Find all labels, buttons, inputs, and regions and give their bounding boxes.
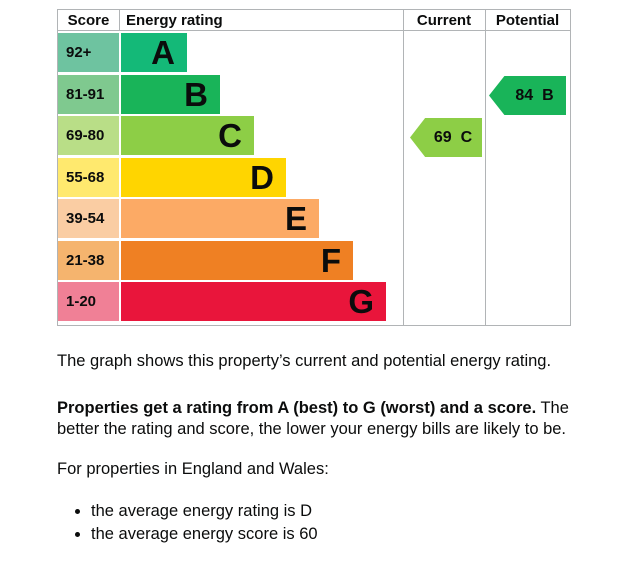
current-band: C — [460, 128, 473, 146]
band-letter-c: C — [218, 117, 242, 154]
potential-column-divider — [485, 10, 486, 325]
band-row-a: 92+ A — [58, 32, 403, 74]
intro-paragraph: The graph shows this property’s current … — [57, 352, 552, 370]
band-score-cell-b: 81-91 — [58, 74, 119, 114]
current-rating-arrow: 69 C — [410, 118, 482, 157]
rating-explanation-bold: Properties get a rating from A (best) to… — [57, 399, 537, 417]
band-bar-e: E — [121, 199, 319, 238]
band-score-cell-c: 69-80 — [58, 116, 119, 155]
chart-header-row: Score Energy rating Current Potential — [58, 10, 570, 31]
header-score: Score — [67, 12, 110, 29]
average-stats-list: the average energy rating is D the avera… — [57, 501, 573, 545]
band-letter-g: G — [348, 283, 374, 320]
region-heading: For properties in England and Wales: — [57, 460, 329, 478]
band-score-cell-f: 21-38 — [58, 240, 119, 280]
band-letter-d: D — [250, 158, 274, 196]
band-bar-g: G — [121, 282, 386, 321]
band-score-cell-d: 55-68 — [58, 157, 119, 197]
potential-band: B — [542, 86, 554, 104]
region-section: For properties in England and Wales: the… — [57, 459, 573, 546]
current-column-divider — [403, 10, 404, 325]
band-rows: 92+ A 81-91 B 69-80 C 55-68 — [58, 32, 403, 323]
band-row-e: 39-54 E — [58, 198, 403, 240]
band-letter-b: B — [184, 75, 208, 113]
band-row-b: 81-91 B — [58, 74, 403, 116]
band-row-c: 69-80 C — [58, 115, 403, 157]
band-score-cell-a: 92+ — [58, 33, 119, 72]
rating-explanation-rest: The better the rating and score, the low… — [57, 399, 569, 438]
potential-rating-arrow: 84 B — [489, 76, 566, 115]
band-score-cell-g: 1-20 — [58, 282, 119, 321]
band-row-d: 55-68 D — [58, 157, 403, 199]
band-letter-f: F — [320, 241, 341, 279]
current-score: 69 — [433, 128, 452, 146]
energy-rating-chart: Score Energy rating Current Potential 92… — [57, 9, 571, 326]
band-row-f: 21-38 F — [58, 240, 403, 282]
band-row-g: 1-20 G — [58, 281, 403, 323]
rating-explanation-paragraph: Properties get a rating from A (best) to… — [57, 398, 573, 440]
potential-score: 84 — [515, 86, 534, 104]
band-score-cell-e: 39-54 — [58, 199, 119, 238]
band-bar-f: F — [121, 240, 353, 280]
band-bar-d: D — [121, 157, 286, 197]
band-bar-c: C — [121, 116, 254, 155]
average-score-item: the average energy score is 60 — [91, 524, 573, 546]
band-bar-b: B — [121, 74, 220, 114]
band-letter-e: E — [284, 200, 307, 237]
header-potential: Potential — [495, 12, 560, 29]
average-rating-item: the average energy rating is D — [91, 501, 573, 523]
band-bar-a: A — [121, 33, 187, 72]
header-energy-rating: Energy rating — [126, 12, 223, 29]
header-current: Current — [416, 12, 472, 29]
score-column-divider — [119, 10, 120, 31]
band-letter-a: A — [151, 34, 175, 71]
